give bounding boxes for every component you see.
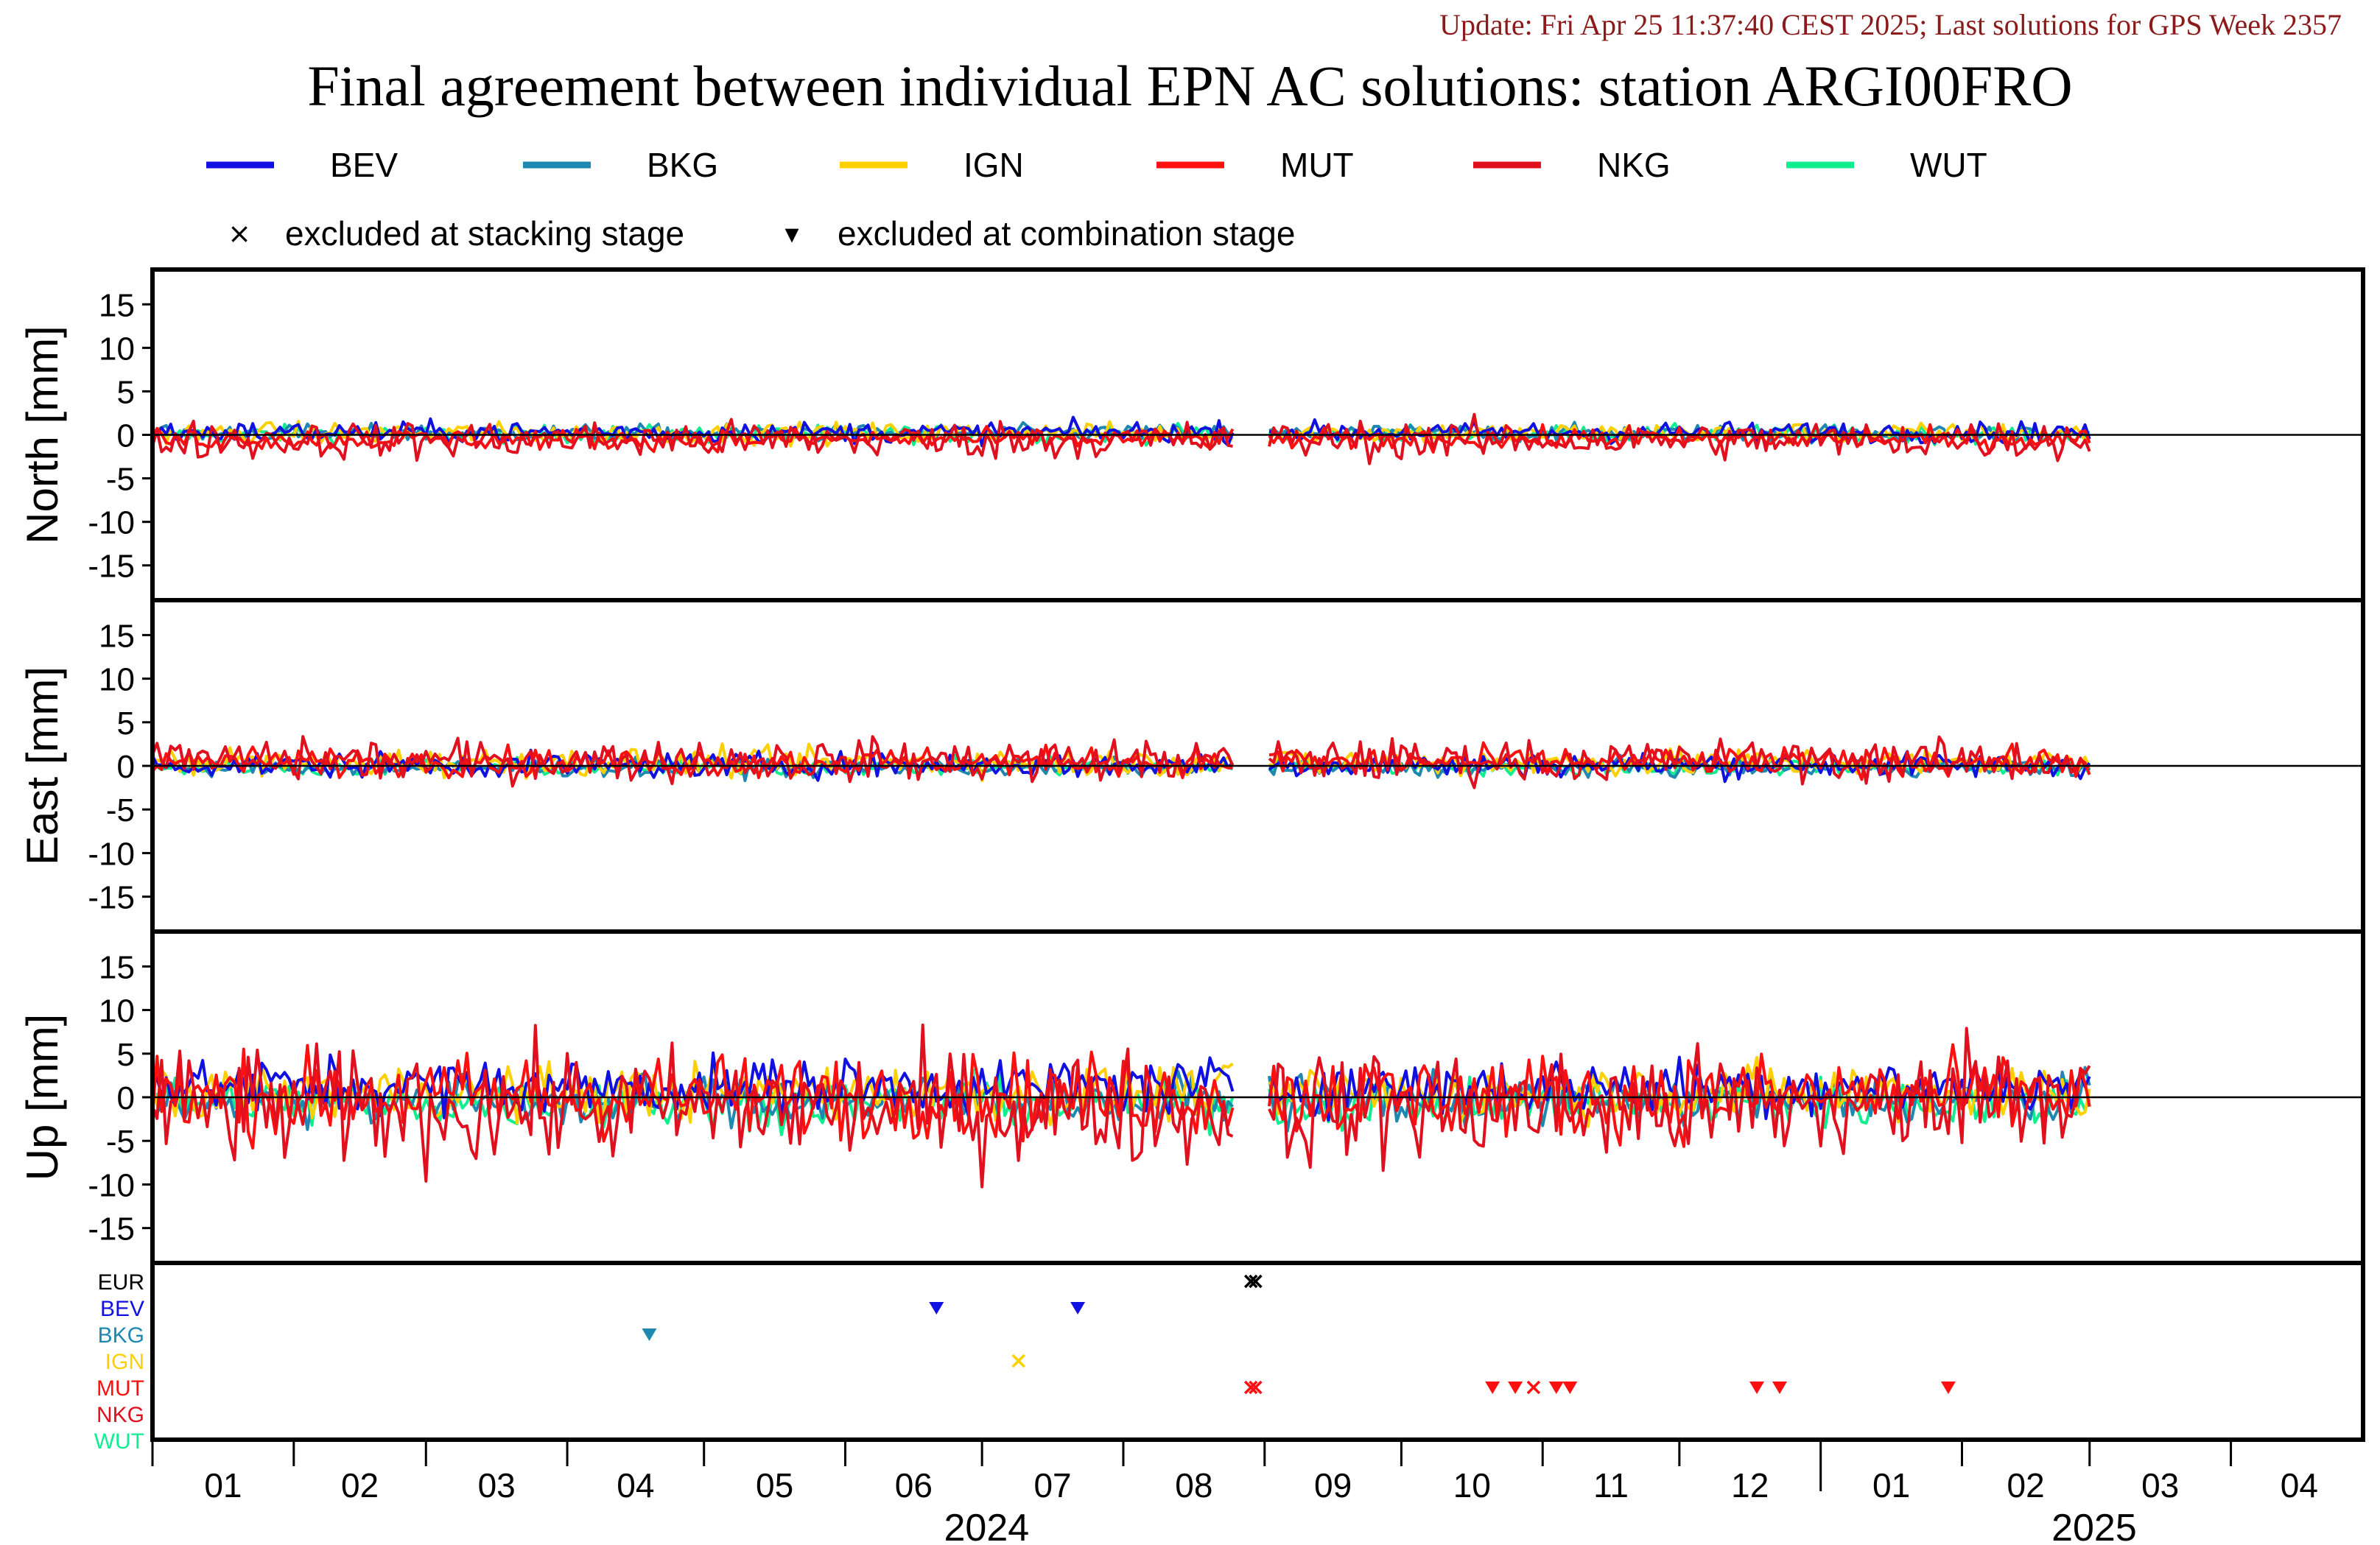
y-tick-label: 0: [117, 1080, 135, 1116]
exclusion-row-label: IGN: [105, 1350, 144, 1374]
exclusion-row-label: BKG: [98, 1323, 144, 1348]
month-tick-label: 11: [1593, 1466, 1629, 1504]
month-tick-label: 03: [2141, 1466, 2179, 1504]
year-label: 2025: [2051, 1507, 2137, 1545]
stacking-exclusion-marker: [1526, 1380, 1541, 1395]
series-line-nkg: [152, 412, 2091, 465]
y-axis-label: East [mm]: [18, 666, 67, 865]
y-tick-label: 15: [99, 287, 135, 323]
chart-title: Final agreement between individual EPN A…: [307, 54, 2073, 118]
month-tick-label: 05: [756, 1466, 793, 1504]
month-tick-label: 04: [2281, 1466, 2318, 1504]
panel-up: 15 10 5 0 -5 -10 -15 Up [mm]: [18, 929, 2365, 1265]
y-tick-label: -15: [88, 549, 135, 585]
exclusion-row-label: MUT: [96, 1376, 144, 1401]
exclusion-row-label: EUR: [98, 1270, 144, 1295]
combination-exclusion-marker: [1548, 1382, 1564, 1394]
panel-series: [152, 412, 2091, 465]
exclusion-panel-frame: [150, 1261, 2365, 1442]
legend-label-mut: MUT: [1280, 146, 1354, 184]
legend-marker-label: excluded at stacking stage: [285, 214, 684, 253]
update-timestamp: Update: Fri Apr 25 11:37:40 CEST 2025; L…: [1439, 8, 2342, 41]
y-tick-label: 5: [117, 705, 135, 742]
panel-east: 15 10 5 0 -5 -10 -15 East [mm]: [18, 598, 2365, 934]
month-tick-label: 10: [1453, 1466, 1491, 1504]
y-tick-label: 0: [117, 749, 135, 785]
combination-exclusion-marker: [1940, 1382, 1956, 1394]
month-tick-label: 01: [204, 1466, 242, 1504]
combination-exclusion-marker: [1485, 1382, 1500, 1394]
y-tick-label: 0: [117, 418, 135, 454]
y-tick-label: 15: [99, 618, 135, 654]
legend-label-nkg: NKG: [1597, 146, 1671, 184]
panels: 15 10 5 0 -5 -10 -15 North [mm] 15 10 5 0 -5 -10 -15 Ea…: [18, 267, 2365, 1265]
legend: BEV BKG IGN MUT NKG WUT × excluded at stacking …: [206, 146, 1987, 253]
month-tick-label: 09: [1314, 1466, 1352, 1504]
legend-marker-label: excluded at combination stage: [838, 214, 1295, 253]
combination-exclusion-marker: [642, 1328, 657, 1341]
legend-marker-symbol: ×: [228, 217, 251, 250]
y-tick-label: 10: [99, 662, 135, 698]
stacking-exclusion-marker: [1243, 1274, 1258, 1289]
exclusion-row-label: WUT: [94, 1429, 144, 1454]
stacking-exclusion-marker: [1249, 1380, 1263, 1395]
y-tick-label: 5: [117, 1037, 135, 1073]
y-tick-label: -10: [88, 505, 135, 541]
month-tick-label: 07: [1033, 1466, 1071, 1504]
panel-series: [152, 1023, 2091, 1189]
y-tick-label: -15: [88, 880, 135, 916]
y-tick-label: 10: [99, 993, 135, 1030]
y-tick-label: -5: [106, 792, 135, 828]
month-tick-label: 06: [895, 1466, 933, 1504]
month-tick-label: 04: [617, 1466, 654, 1504]
series-line-nkg: [152, 735, 2090, 789]
stacking-exclusion-marker: [1243, 1380, 1258, 1395]
y-tick-label: -10: [88, 836, 135, 872]
combination-exclusion-marker: [1772, 1382, 1787, 1394]
y-tick-label: -10: [88, 1167, 135, 1203]
stacking-exclusion-marker: [1011, 1354, 1025, 1368]
month-tick-label: 12: [1731, 1466, 1769, 1504]
month-tick-label: 02: [2007, 1466, 2045, 1504]
legend-label-bkg: BKG: [647, 146, 718, 184]
y-tick-label: -5: [106, 1124, 135, 1160]
combination-exclusion-marker: [929, 1302, 944, 1315]
legend-label-ign: IGN: [963, 146, 1024, 184]
month-tick-label: 03: [478, 1466, 516, 1504]
month-tick-label: 02: [341, 1466, 379, 1504]
month-tick-label: 01: [1872, 1466, 1910, 1504]
exclusion-row-label: NKG: [96, 1403, 144, 1427]
combination-exclusion-marker: [1508, 1382, 1523, 1394]
legend-marker-symbol: ▾: [784, 217, 798, 250]
year-label: 2024: [944, 1507, 1029, 1545]
panel-series: [152, 735, 2091, 789]
combination-exclusion-marker: [1749, 1382, 1765, 1394]
combination-exclusion-marker: [1070, 1302, 1086, 1315]
panel-north: 15 10 5 0 -5 -10 -15 North [mm]: [18, 267, 2365, 602]
legend-label-wut: WUT: [1910, 146, 1987, 184]
combination-exclusion-marker: [1562, 1382, 1578, 1394]
y-tick-label: -5: [106, 462, 135, 498]
y-axis-label: Up [mm]: [18, 1014, 67, 1181]
month-tick-label: 08: [1175, 1466, 1212, 1504]
y-tick-label: 10: [99, 331, 135, 367]
y-axis-label: North [mm]: [18, 325, 67, 544]
y-tick-label: 5: [117, 374, 135, 410]
exclusion-row-label: BEV: [100, 1297, 144, 1321]
series-line-nkg: [152, 1023, 2091, 1189]
stacking-exclusion-marker: [1249, 1274, 1263, 1289]
x-axis: 01 02 03 04 05 06 07 08 09 10 11 12 01 02 03 04 2024 2025: [151, 1440, 2318, 1545]
legend-label-bev: BEV: [330, 146, 398, 184]
y-tick-label: -15: [88, 1211, 135, 1247]
y-tick-label: 15: [99, 949, 135, 985]
